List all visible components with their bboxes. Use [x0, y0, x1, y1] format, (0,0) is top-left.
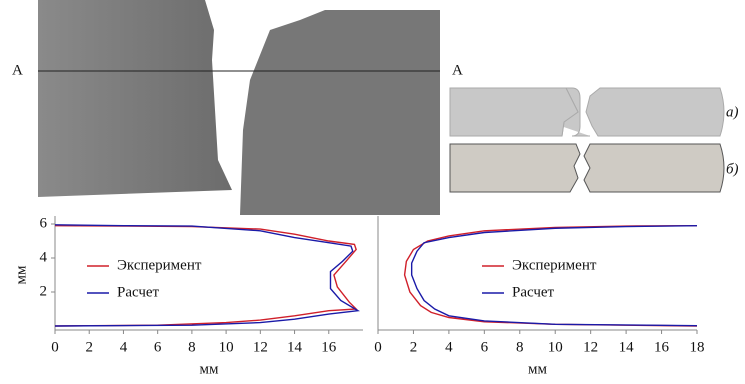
legend-label: Расчет: [512, 284, 555, 300]
shape-a-left: [450, 88, 578, 136]
x-tick-label: 8: [188, 339, 196, 355]
shape-b-right: [584, 144, 724, 192]
legend-label: Эксперимент: [117, 257, 202, 273]
specimen-right: [240, 10, 440, 215]
shape-a-right: [586, 88, 724, 136]
section-label: A: [452, 62, 463, 78]
x-tick-label: 10: [548, 339, 563, 355]
x-tick-label: 14: [619, 339, 635, 355]
x-axis-label: мм: [528, 361, 547, 377]
x-tick-label: 4: [445, 339, 453, 355]
x-tick-label: 14: [287, 339, 303, 355]
y-tick-label: 4: [40, 249, 48, 265]
variant-label: а): [726, 104, 739, 120]
x-tick-label: 0: [374, 339, 382, 355]
series-line: [55, 225, 358, 326]
series-line: [405, 226, 697, 326]
x-axis-label: мм: [200, 361, 219, 377]
section-label: A: [12, 62, 23, 78]
shape-b-left: [450, 144, 580, 192]
x-tick-label: 12: [253, 339, 268, 355]
series-line: [412, 226, 697, 326]
x-tick-label: 12: [583, 339, 598, 355]
legend-label: Расчет: [117, 284, 160, 300]
x-tick-label: 2: [85, 339, 93, 355]
x-tick-label: 6: [481, 339, 489, 355]
x-tick-label: 10: [219, 339, 234, 355]
y-tick-label: 2: [40, 283, 48, 299]
variant-label: б): [726, 161, 739, 177]
x-tick-label: 2: [410, 339, 418, 355]
legend-label: Эксперимент: [512, 257, 597, 273]
figure: A A а) б) 0 2 4 6 8 10 12 14 16 2 4 6 мм мм Эксперимен…: [0, 0, 745, 384]
y-tick-label: 6: [40, 215, 48, 231]
x-tick-label: 8: [516, 339, 524, 355]
x-tick-label: 16: [654, 339, 670, 355]
x-tick-label: 6: [154, 339, 162, 355]
x-tick-label: 18: [690, 339, 705, 355]
x-tick-label: 16: [321, 339, 337, 355]
x-tick-label: 4: [120, 339, 128, 355]
specimen-left: [38, 0, 232, 197]
x-tick-label: 0: [51, 339, 59, 355]
y-axis-label: мм: [13, 265, 29, 284]
